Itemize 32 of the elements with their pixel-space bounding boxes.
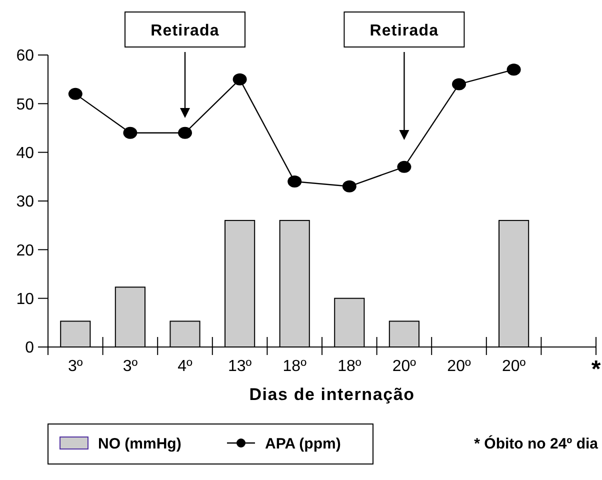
x-axis-title: Dias de internação — [249, 385, 415, 404]
y-tick-label: 20 — [16, 242, 34, 260]
y-tick-label: 60 — [16, 48, 34, 65]
y-tick-label: 40 — [16, 144, 34, 162]
legend-label: APA (ppm) — [265, 435, 341, 452]
x-tick-label: 3º — [122, 358, 138, 375]
point — [288, 176, 302, 188]
point — [342, 180, 356, 192]
x-tick-label: 13º — [228, 358, 252, 375]
y-tick-label: 30 — [16, 194, 34, 211]
point — [123, 126, 138, 139]
x-tick-label: 18º — [338, 358, 362, 375]
x-tick-label: 20º — [502, 358, 526, 375]
text: * Óbito no 24º dia — [474, 434, 599, 452]
y-tick-label: 50 — [16, 96, 34, 114]
point — [506, 64, 521, 76]
point — [452, 78, 466, 90]
point — [178, 126, 192, 139]
text: Retirada — [150, 22, 220, 40]
y-tick-label: 0 — [25, 340, 34, 357]
x-tick-label: 20º — [392, 358, 416, 375]
point — [68, 88, 82, 100]
x-tick-label: 18º — [282, 358, 307, 375]
x-tick-label: 4º — [178, 358, 193, 375]
x-tick-label: 3º — [68, 358, 83, 375]
legend-label: NO (mmHg) — [98, 435, 182, 452]
x-tick-label: 20º — [447, 358, 471, 375]
text: * — [591, 356, 602, 383]
y-tick-label: 10 — [16, 290, 34, 308]
text: Retirada — [370, 22, 439, 40]
point — [397, 160, 412, 173]
point — [232, 73, 247, 86]
